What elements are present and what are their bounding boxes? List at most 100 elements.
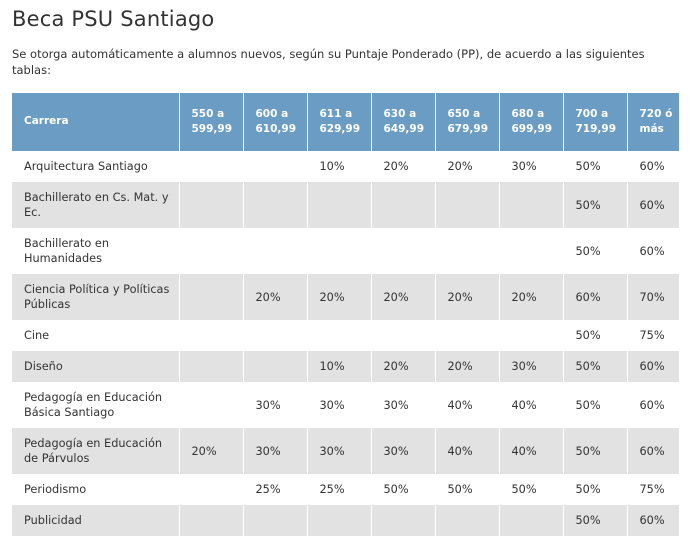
percentage-cell: 20% (371, 151, 436, 182)
percentage-cell (307, 505, 372, 536)
percentage-cell: 20% (435, 274, 500, 320)
percentage-cell: 30% (371, 382, 436, 428)
percentage-cell (243, 320, 308, 351)
percentage-cell: 50% (563, 428, 628, 474)
percentage-cell: 10% (307, 351, 372, 382)
percentage-cell (179, 474, 244, 505)
percentage-cell: 60% (627, 182, 680, 228)
percentage-cell: 50% (563, 182, 628, 228)
carrera-cell: Pedagogía en Educación de Párvulos (12, 428, 180, 474)
percentage-cell (243, 151, 308, 182)
table-row: Diseño 10% 20% 20% 30% 50% 60% (12, 351, 680, 382)
percentage-cell: 20% (371, 274, 436, 320)
percentage-cell (243, 505, 308, 536)
carrera-cell: Publicidad (12, 505, 180, 536)
percentage-cell: 50% (371, 474, 436, 505)
table-row: Pedagogía en Educación de Párvulos 20% 30%… (12, 428, 680, 474)
header-range: 611 a 629,99 (307, 93, 372, 152)
carrera-cell: Bachillerato en Cs. Mat. y Ec. (12, 182, 180, 228)
percentage-cell (499, 228, 564, 274)
percentage-cell: 25% (243, 474, 308, 505)
percentage-cell: 40% (435, 428, 500, 474)
percentage-cell (371, 182, 436, 228)
table-row: Bachillerato en Humanidades 50% 60% (12, 228, 680, 274)
percentage-cell: 60% (627, 505, 680, 536)
table-row: Publicidad 50% 60% (12, 505, 680, 536)
percentage-cell: 50% (435, 474, 500, 505)
percentage-cell: 50% (563, 228, 628, 274)
carrera-cell: Diseño (12, 351, 180, 382)
percentage-cell: 50% (563, 351, 628, 382)
percentage-cell: 20% (371, 351, 436, 382)
percentage-cell: 30% (307, 382, 372, 428)
percentage-cell: 30% (243, 382, 308, 428)
percentage-cell: 75% (627, 320, 680, 351)
percentage-cell: 50% (563, 474, 628, 505)
scholarship-table: Carrera 550 a 599,99 600 a 610,99 611 a … (12, 93, 680, 536)
table-row: Arquitectura Santiago 10% 20% 20% 30% 50% 60% (12, 151, 680, 182)
percentage-cell (307, 228, 372, 274)
percentage-cell (307, 320, 372, 351)
header-range: 550 a 599,99 (179, 93, 244, 152)
carrera-cell: Periodismo (12, 474, 180, 505)
percentage-cell (179, 320, 244, 351)
percentage-cell (179, 274, 244, 320)
percentage-cell (179, 382, 244, 428)
percentage-cell: 50% (563, 320, 628, 351)
percentage-cell (243, 351, 308, 382)
percentage-cell (435, 228, 500, 274)
table-row: Cine 50% 75% (12, 320, 680, 351)
percentage-cell: 75% (627, 474, 680, 505)
carrera-cell: Ciencia Política y Políticas Públicas (12, 274, 180, 320)
percentage-cell: 30% (499, 151, 564, 182)
percentage-cell: 60% (627, 151, 680, 182)
carrera-cell: Pedagogía en Educación Básica Santiago (12, 382, 180, 428)
table-row: Ciencia Política y Políticas Públicas 20%… (12, 274, 680, 320)
table-header-row: Carrera 550 a 599,99 600 a 610,99 611 a … (12, 93, 680, 152)
percentage-cell (499, 182, 564, 228)
percentage-cell: 60% (627, 428, 680, 474)
percentage-cell (179, 182, 244, 228)
percentage-cell (179, 228, 244, 274)
percentage-cell (179, 351, 244, 382)
percentage-cell: 30% (499, 351, 564, 382)
percentage-cell (435, 182, 500, 228)
percentage-cell (243, 182, 308, 228)
header-range: 720 ó más (627, 93, 680, 152)
percentage-cell: 40% (499, 428, 564, 474)
percentage-cell (371, 505, 436, 536)
intro-paragraph: Se otorga automáticamente a alumnos nuev… (12, 47, 645, 77)
percentage-cell: 50% (499, 474, 564, 505)
carrera-cell: Arquitectura Santiago (12, 151, 180, 182)
percentage-cell: 30% (243, 428, 308, 474)
percentage-cell (307, 182, 372, 228)
percentage-cell: 60% (627, 351, 680, 382)
percentage-cell (499, 505, 564, 536)
percentage-cell: 20% (179, 428, 244, 474)
percentage-cell (499, 320, 564, 351)
percentage-cell: 50% (563, 151, 628, 182)
percentage-cell: 50% (563, 505, 628, 536)
percentage-cell: 50% (563, 382, 628, 428)
percentage-cell: 60% (627, 382, 680, 428)
percentage-cell: 40% (435, 382, 500, 428)
table-row: Pedagogía en Educación Básica Santiago 30… (12, 382, 680, 428)
percentage-cell: 20% (243, 274, 308, 320)
percentage-cell: 60% (627, 228, 680, 274)
percentage-cell: 40% (499, 382, 564, 428)
table-row: Periodismo 25% 25% 50% 50% 50% 50% 75% (12, 474, 680, 505)
percentage-cell (371, 228, 436, 274)
header-range: 680 a 699,99 (499, 93, 564, 152)
header-range: 650 a 679,99 (435, 93, 500, 152)
carrera-cell: Cine (12, 320, 180, 351)
percentage-cell: 20% (435, 351, 500, 382)
percentage-cell: 70% (627, 274, 680, 320)
header-range: 630 a 649,99 (371, 93, 436, 152)
table-row: Bachillerato en Cs. Mat. y Ec. 50% 60% (12, 182, 680, 228)
percentage-cell: 10% (307, 151, 372, 182)
table-body: Arquitectura Santiago 10% 20% 20% 30% 50% 60% B… (12, 151, 680, 536)
percentage-cell (179, 505, 244, 536)
percentage-cell (179, 151, 244, 182)
percentage-cell (371, 320, 436, 351)
